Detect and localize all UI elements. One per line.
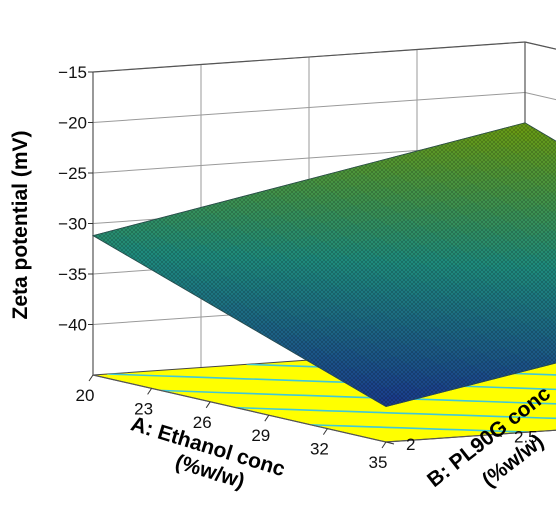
front-edge-y [385,429,556,443]
y-tick-label: 2.5 [514,428,538,447]
z-tick-label: −15 [58,63,87,82]
response-surface [91,122,556,408]
x-tick-label: 20 [76,386,95,405]
box-edge [92,41,526,73]
z-axis-title: Zeta potential (mV) [9,130,32,319]
floor-contour-line [107,373,556,401]
x-tick-label: 32 [310,440,329,459]
x-tick-label: 23 [134,399,153,418]
y-tick-mark [493,434,503,437]
z-tick-label: −40 [58,316,87,335]
x-tick-label: 35 [369,453,388,472]
x-tick-mark [205,401,211,409]
x-tick-mark [381,441,387,449]
z-tick-label: −30 [58,215,87,234]
surface-mesh-overlay [91,122,556,408]
x-tick-label: 26 [193,413,212,432]
z-tick-label: −35 [58,265,87,284]
z-tick-label: −25 [58,164,87,183]
front-edges [92,374,556,443]
y-tick-label: 2 [406,435,415,454]
x-tick-mark [147,388,153,395]
floor-contour-line [93,385,556,414]
x-tick-mark [264,414,270,422]
x-tick-mark [322,428,328,435]
z-tick-label: −20 [58,114,87,133]
x-tick-label: 29 [251,426,270,445]
x-tick-mark [88,374,94,382]
front-edge-x [92,374,387,443]
y-tick-mark [385,441,395,445]
